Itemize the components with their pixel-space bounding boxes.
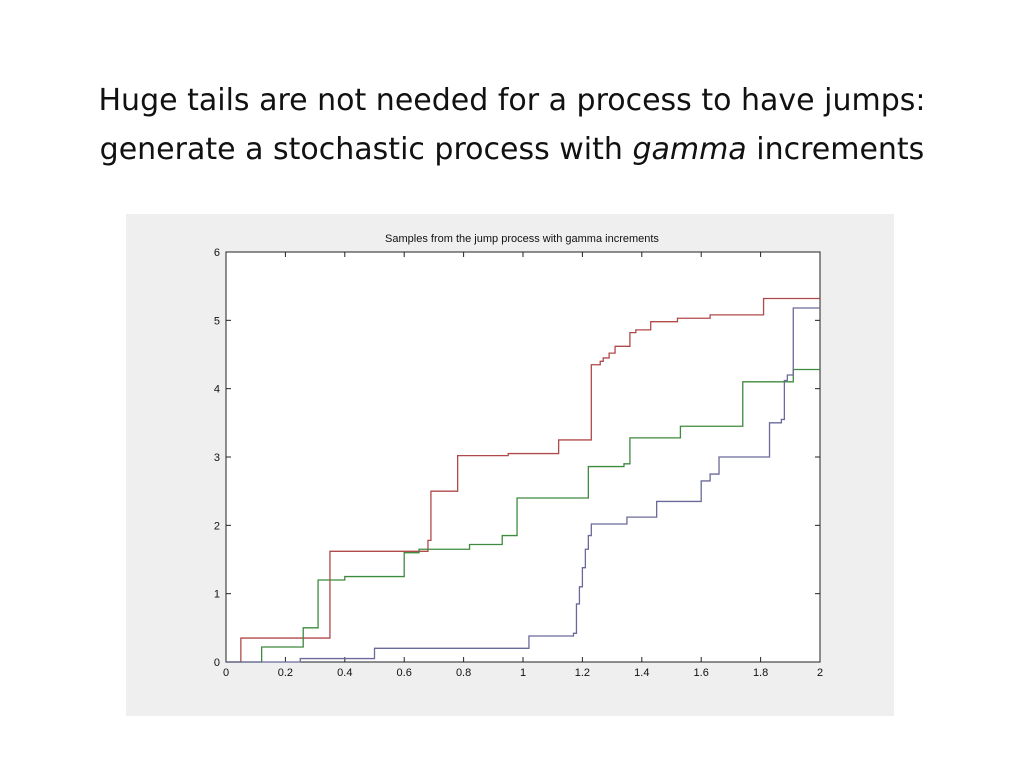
series-3-line bbox=[226, 307, 820, 663]
x-tick-label: 0.8 bbox=[456, 667, 471, 679]
y-tick-label: 6 bbox=[214, 247, 220, 259]
x-tick-label: 0.6 bbox=[397, 667, 412, 679]
slide-title-line-2-start: generate a stochastic process with bbox=[99, 132, 633, 167]
series-1-line bbox=[226, 297, 820, 663]
x-tick-label: 1 bbox=[520, 667, 526, 679]
x-tick-label: 0 bbox=[223, 667, 229, 679]
chart: Samples from the jump process with gamma… bbox=[214, 233, 823, 679]
y-tick-label: 2 bbox=[214, 520, 220, 532]
slide-title-line-1: Huge tails are not needed for a process … bbox=[98, 83, 926, 118]
y-tick-label: 0 bbox=[214, 657, 220, 669]
plot-area: 0 0.2 0.4 0.6 0.8 1 1.2 1.4 1.6 1.8 2 0 1 2 3 4 5 6 bbox=[214, 247, 823, 679]
figure-panel: Samples from the jump process with gamma… bbox=[126, 214, 894, 716]
slide-title-italic-word: gamma bbox=[632, 132, 747, 167]
y-tick-label: 5 bbox=[214, 315, 220, 327]
slide-title-line-2-end: increments bbox=[746, 132, 925, 167]
x-tick-label: 1.8 bbox=[753, 667, 768, 679]
y-tick-label: 3 bbox=[214, 452, 220, 464]
slide-title-line-2: generate a stochastic process with gamma… bbox=[0, 125, 1024, 174]
x-tick-label: 0.2 bbox=[278, 667, 293, 679]
y-tick-label: 1 bbox=[214, 589, 220, 601]
x-tick-label: 1.2 bbox=[575, 667, 590, 679]
slide-title: Huge tails are not needed for a process … bbox=[0, 76, 1024, 174]
y-tick-label: 4 bbox=[214, 384, 220, 396]
x-tick-label: 1.6 bbox=[694, 667, 709, 679]
x-tick-label: 1.4 bbox=[634, 667, 649, 679]
x-tick-label: 2 bbox=[817, 667, 823, 679]
chart-title: Samples from the jump process with gamma… bbox=[385, 233, 659, 245]
series-2-line bbox=[226, 368, 820, 663]
x-tick-label: 0.4 bbox=[337, 667, 352, 679]
